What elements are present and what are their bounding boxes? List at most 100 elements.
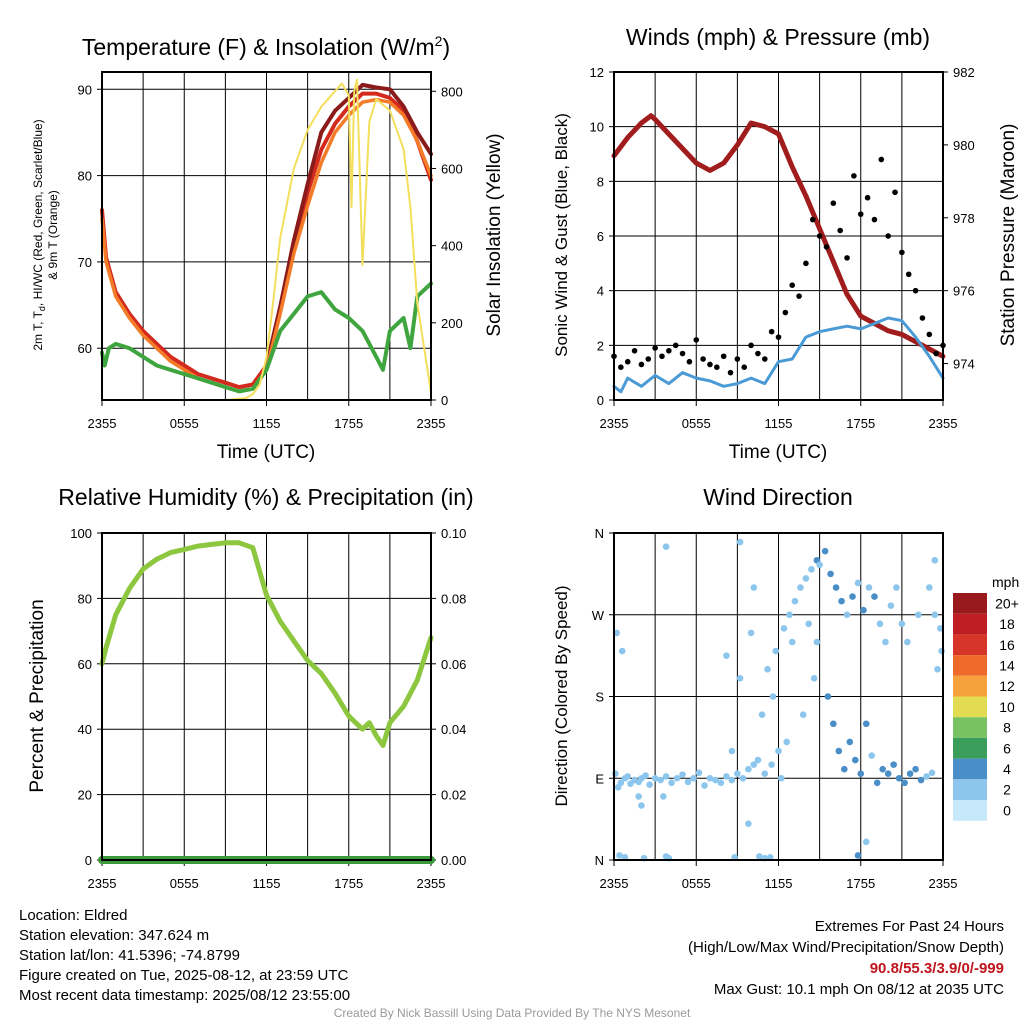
- direction-point: [747, 629, 755, 637]
- temperature-title-end: ): [442, 34, 450, 60]
- direction-point: [936, 625, 944, 632]
- rh_precip-y2-tick-label: 0.04: [441, 722, 466, 737]
- direction-point: [642, 772, 649, 779]
- temperature-x-tick-label: 1155: [253, 416, 281, 431]
- winds_pressure-gust-point: [755, 350, 761, 357]
- winds_pressure-gust-point: [768, 328, 775, 335]
- winds_pressure-gust-point: [775, 334, 782, 340]
- rh_precip-x-tick-label: 2355: [88, 876, 117, 891]
- direction-point: [764, 665, 771, 673]
- winds_pressure-gust-point: [734, 356, 741, 362]
- direction-point: [873, 779, 881, 787]
- winds_pressure-gust-point: [631, 348, 638, 354]
- winds-panel: Winds (mph) & Pressure (mb) Sonic Wind &…: [552, 24, 1019, 463]
- direction-point: [624, 773, 632, 780]
- direction-point: [723, 652, 730, 659]
- direction-point: [766, 853, 774, 861]
- legend-swatch: [953, 800, 987, 821]
- legend-label: 6: [1003, 740, 1011, 756]
- direction-point: [736, 538, 744, 546]
- temperature-y-tick-label: 70: [78, 255, 92, 270]
- direction-point: [895, 774, 903, 782]
- wind_direction-y-tick-label: E: [595, 771, 604, 786]
- direction-point: [813, 638, 821, 646]
- direction-point: [701, 782, 708, 789]
- direction-point: [843, 611, 851, 619]
- direction-point: [734, 770, 741, 778]
- winds_pressure-y-tick-label: 12: [590, 65, 604, 80]
- legend-swatch: [953, 613, 987, 635]
- legend-swatch: [953, 717, 987, 738]
- legend-label: 12: [999, 678, 1015, 694]
- direction-point: [739, 774, 747, 782]
- direction-point: [775, 747, 782, 755]
- rh_precip-y-tick-label: 60: [78, 657, 92, 672]
- direction-point: [871, 593, 878, 600]
- direction-point: [827, 570, 834, 578]
- rh_precip-y-tick-label: 40: [78, 722, 92, 737]
- winds_pressure-gust-point: [864, 194, 871, 201]
- winds_pressure-x-tick-label: 1155: [765, 416, 793, 431]
- winds_pressure-y-tick-label: 6: [597, 229, 604, 244]
- temperature-y-axis-label: 2m T, Td, HI/WC (Red, Green, Scarlet/Blu…: [31, 119, 47, 350]
- rh-panel-title: Relative Humidity (%) & Precipitation (i…: [58, 484, 473, 510]
- direction-point: [912, 765, 919, 773]
- legend-label: 18: [999, 616, 1015, 632]
- winds_pressure-frame: [613, 71, 944, 401]
- direction-point: [786, 611, 793, 619]
- legend-label: 0: [1003, 802, 1011, 818]
- winds_pressure-gust-point: [899, 249, 905, 256]
- direction-point: [756, 853, 763, 860]
- rh_precip-x-tick-label: 2355: [417, 876, 446, 891]
- winds_pressure-gust-point: [638, 361, 645, 368]
- direction-point: [915, 611, 922, 619]
- direction-point: [797, 584, 804, 591]
- temperature-y2-tick-label: 0: [441, 393, 448, 408]
- direction-point: [830, 720, 837, 728]
- direction-point: [851, 756, 859, 764]
- direction-y-axis-label: Direction (Colored By Speed): [552, 585, 571, 806]
- direction-point: [810, 675, 818, 682]
- temperature-series-line: [101, 78, 432, 401]
- direction-point: [758, 711, 766, 718]
- direction-point: [884, 770, 892, 778]
- direction-point: [679, 771, 686, 778]
- direction-point: [824, 693, 832, 700]
- direction-point: [613, 629, 621, 637]
- legend-label: 8: [1003, 720, 1011, 736]
- rh_precip-y-tick-label: 20: [78, 788, 92, 803]
- direction-point: [646, 781, 653, 788]
- direction-point: [768, 761, 775, 768]
- temperature-title-main: Temperature (F) & Insolation (W/m: [82, 34, 435, 60]
- max-gust: Max Gust: 10.1 mph On 08/12 at 2035 UTC: [713, 981, 1004, 998]
- direction-point: [901, 779, 908, 787]
- legend-swatch: [953, 593, 987, 614]
- direction-panel: Wind Direction Direction (Colored By Spe…: [552, 484, 1019, 807]
- wind_direction-x-tick-label: 2355: [600, 876, 629, 891]
- winds_pressure-gust-point: [796, 293, 802, 299]
- winds_pressure-gust-point: [844, 255, 850, 261]
- wind_direction-y-tick-label: N: [595, 526, 604, 541]
- winds_pressure-y2-tick-label: 982: [953, 65, 975, 80]
- wind_direction-x-tick-label: 2355: [929, 876, 958, 891]
- chart-layer: 2355 0555 1155 1755 235560708090020040060080…: [70, 65, 1019, 891]
- direction-point: [808, 566, 815, 573]
- winds_pressure-gust-point: [885, 233, 891, 239]
- direction-point: [857, 770, 865, 778]
- direction-point: [791, 597, 799, 605]
- direction-point: [695, 769, 703, 777]
- winds_pressure-gust-point: [741, 364, 748, 371]
- temperature-ylabel-sub: d: [37, 306, 47, 311]
- direction-point: [890, 761, 897, 768]
- rh_precip-y-tick-label: 100: [70, 526, 92, 541]
- temperature-x-tick-label: 1755: [334, 416, 363, 431]
- direction-point: [876, 620, 884, 628]
- direction-point: [777, 774, 785, 782]
- winds_pressure-gust-point: [720, 353, 727, 360]
- temperature-y-tick-label: 60: [78, 341, 92, 356]
- temperature-panel: Temperature (F) & Insolation (W/m2) 2m T…: [31, 33, 505, 463]
- direction-point: [662, 543, 670, 550]
- winds_pressure-gust-point: [679, 350, 686, 357]
- winds_pressure-y-tick-label: 4: [597, 284, 604, 299]
- wind_direction-x-tick-label: 1755: [846, 876, 875, 891]
